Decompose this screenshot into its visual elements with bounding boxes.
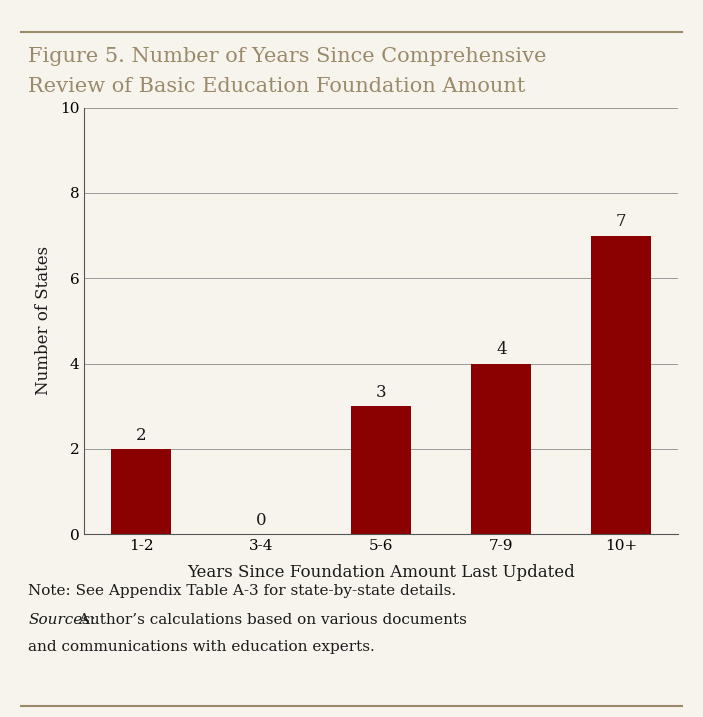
Text: 7: 7 [616,214,626,230]
Text: Sources:: Sources: [28,613,96,627]
Text: Author’s calculations based on various documents: Author’s calculations based on various d… [74,613,467,627]
Text: 2: 2 [136,427,147,444]
Bar [591,236,652,534]
X-axis label: Years Since Foundation Amount Last Updated: Years Since Foundation Amount Last Updat… [188,564,575,581]
Text: Figure 5. Number of Years Since Comprehensive: Figure 5. Number of Years Since Comprehe… [28,47,547,65]
Text: and communications with education experts.: and communications with education expert… [28,640,375,654]
Text: 3: 3 [376,384,387,401]
Bar [352,407,411,534]
Text: 4: 4 [496,341,507,358]
Text: 0: 0 [256,512,266,529]
Bar [472,364,531,534]
Text: Note: See Appendix Table A-3 for state-by-state details.: Note: See Appendix Table A-3 for state-b… [28,584,456,599]
Y-axis label: Number of States: Number of States [34,247,51,395]
Text: Review of Basic Education Foundation Amount: Review of Basic Education Foundation Amo… [28,77,526,95]
Bar [111,449,172,534]
